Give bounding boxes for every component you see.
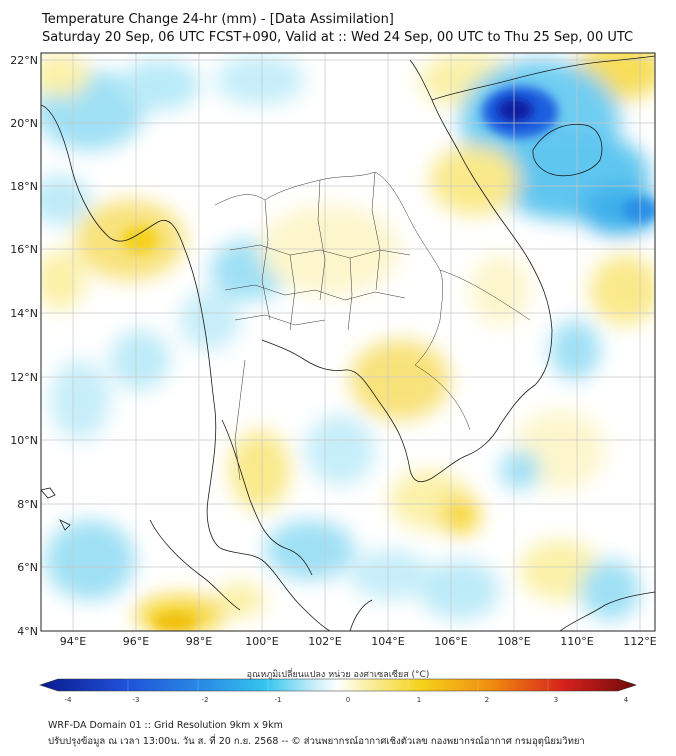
lon-label: 94°E xyxy=(60,635,86,648)
lat-label: 22°N xyxy=(10,54,38,67)
lon-label: 96°E xyxy=(123,635,149,648)
admin-borders xyxy=(214,171,531,481)
lon-label: 106°E xyxy=(434,635,467,648)
lat-label: 14°N xyxy=(10,307,38,320)
lat-label: 16°N xyxy=(10,243,38,256)
lat-label: 6°N xyxy=(17,561,38,574)
latitude-labels: 22°N 20°N 18°N 16°N 14°N 12°N 10°N 8°N 6… xyxy=(10,54,38,638)
lon-label: 98°E xyxy=(186,635,212,648)
lon-label: 104°E xyxy=(371,635,404,648)
colorbar-tick: 1 xyxy=(417,696,421,704)
temperature-field xyxy=(41,53,655,631)
colorbar-label: อุณหภูมิเปลี่ยนแปลง หน่วย องศาเซลเซียส (… xyxy=(246,670,430,680)
lat-label: 20°N xyxy=(10,117,38,130)
lon-label: 100°E xyxy=(245,635,278,648)
colorbar-tick: 2 xyxy=(485,696,489,704)
map-frame xyxy=(40,52,656,632)
colorbar-tick: -1 xyxy=(275,696,282,704)
map-subtitle: Saturday 20 Sep, 06 UTC FCST+090, Valid … xyxy=(42,30,634,45)
lon-label: 108°E xyxy=(497,635,530,648)
lon-label: 110°E xyxy=(560,635,593,648)
lat-label: 10°N xyxy=(10,434,38,447)
colorbar-tick: 4 xyxy=(624,696,629,704)
colorbar-tick: 3 xyxy=(554,696,558,704)
footer-model-info: WRF-DA Domain 01 :: Grid Resolution 9km … xyxy=(48,720,283,731)
footer-credit: ปรับปรุงข้อมูล ณ เวลา 13:00น. วัน ส. ที่… xyxy=(48,736,585,747)
lon-label: 102°E xyxy=(308,635,341,648)
colorbar-tick: -3 xyxy=(133,696,140,704)
coastlines xyxy=(41,55,655,631)
colorbar-tick: 0 xyxy=(346,696,350,704)
lat-label: 12°N xyxy=(10,371,38,384)
lat-label: 18°N xyxy=(10,180,38,193)
colorbar-tick: -4 xyxy=(65,696,73,704)
lat-label: 4°N xyxy=(17,625,38,638)
lat-label: 8°N xyxy=(17,498,38,511)
lon-label: 112°E xyxy=(623,635,656,648)
colorbar: -4 -3 -2 -1 0 1 2 3 4 xyxy=(39,678,637,704)
colorbar-tick: -2 xyxy=(202,696,209,704)
colorbar-gradient xyxy=(39,678,637,692)
longitude-labels: 94°E 96°E 98°E 100°E 102°E 104°E 106°E 1… xyxy=(60,635,657,648)
map-title: Temperature Change 24-hr (mm) - [Data As… xyxy=(42,12,394,27)
